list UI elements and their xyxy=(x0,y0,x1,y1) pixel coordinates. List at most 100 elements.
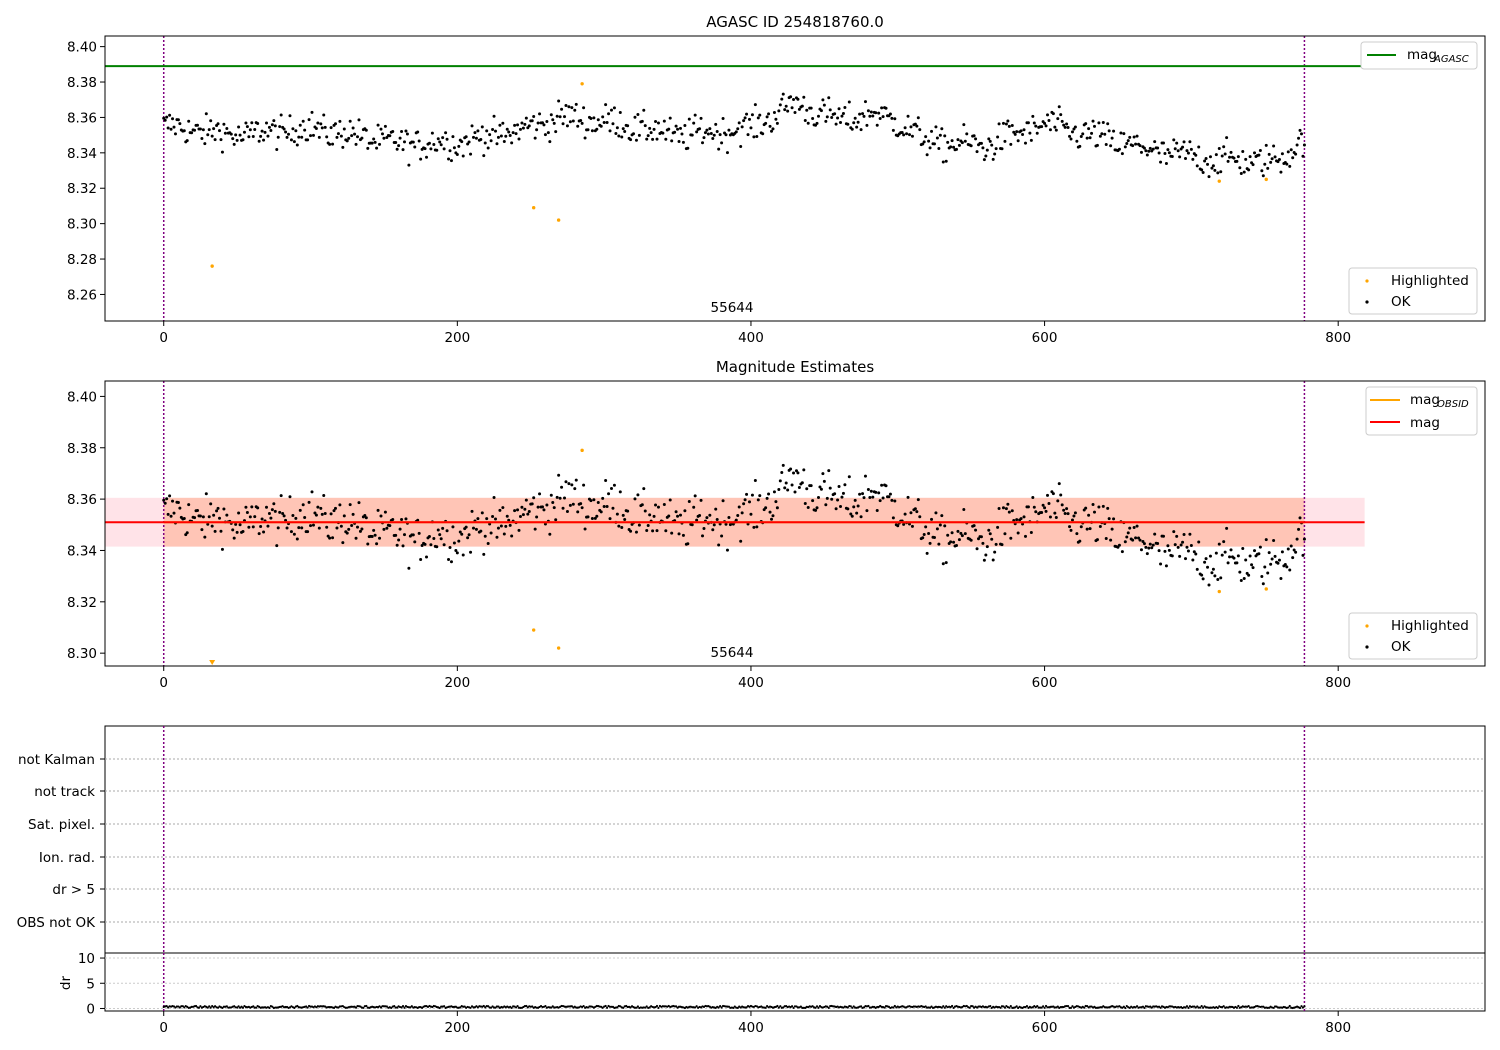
ok-point xyxy=(407,163,411,167)
dr-point xyxy=(604,1004,607,1008)
ok-point xyxy=(473,131,477,135)
ok-point xyxy=(1242,170,1246,174)
panel1-title: AGASC ID 254818760.0 xyxy=(706,13,884,31)
ok-point xyxy=(984,553,988,557)
ok-point xyxy=(564,480,568,484)
dr-point xyxy=(635,1006,638,1009)
ok-point xyxy=(656,505,660,509)
ok-point xyxy=(734,130,738,134)
highlighted-point xyxy=(1217,179,1221,183)
dr-point xyxy=(815,1005,819,1008)
ok-point xyxy=(1054,128,1058,132)
ok-point xyxy=(235,138,239,142)
dr-point xyxy=(1069,1006,1073,1009)
ok-point xyxy=(1289,148,1293,152)
ok-point xyxy=(496,526,500,530)
ok-point xyxy=(195,508,199,512)
ok-point xyxy=(783,486,787,490)
dr-point xyxy=(484,1006,487,1009)
ok-point xyxy=(436,528,440,532)
ok-point xyxy=(875,508,879,512)
dr-point xyxy=(401,1005,405,1008)
flag-label: OBS not OK xyxy=(17,915,97,931)
ok-point xyxy=(206,133,210,137)
ok-point xyxy=(880,106,884,110)
ok-point xyxy=(1054,515,1058,519)
ok-point xyxy=(548,140,552,144)
ok-point xyxy=(1062,123,1066,127)
ok-point xyxy=(1063,125,1067,129)
dr-point xyxy=(1122,1005,1125,1008)
dr-point xyxy=(490,1006,493,1009)
ok-point xyxy=(1182,533,1186,537)
ok-point xyxy=(225,513,229,517)
ok-point xyxy=(360,527,364,531)
ok-point xyxy=(678,513,682,517)
ok-point xyxy=(212,127,216,131)
ok-point xyxy=(1157,549,1161,553)
ok-point xyxy=(1157,151,1161,155)
ok-point xyxy=(1176,149,1180,153)
ok-point xyxy=(615,126,619,130)
panel2-legend-points: Highlighted OK xyxy=(1348,612,1478,660)
ok-point xyxy=(1104,143,1108,147)
ok-point xyxy=(714,507,718,511)
ok-point xyxy=(176,118,180,122)
ok-point xyxy=(1286,150,1290,154)
ok-point xyxy=(536,121,540,125)
ok-point xyxy=(1001,506,1005,510)
ok-point xyxy=(687,500,691,504)
ok-point xyxy=(858,492,862,496)
ok-point xyxy=(336,132,340,136)
ok-point xyxy=(1119,131,1123,135)
ok-point xyxy=(1072,127,1076,131)
ok-point xyxy=(1286,547,1290,551)
dr-point xyxy=(1124,1006,1127,1010)
ok-point xyxy=(173,132,177,136)
ok-point xyxy=(1065,507,1069,511)
ok-point xyxy=(455,152,459,156)
ok-point xyxy=(767,492,771,496)
dr-point xyxy=(1185,1005,1189,1008)
ok-point xyxy=(646,523,650,527)
ok-point xyxy=(969,144,973,148)
ok-point xyxy=(398,527,402,531)
ok-point xyxy=(523,122,527,126)
dr-point xyxy=(732,1006,735,1009)
ok-point xyxy=(1057,482,1061,486)
ok-point xyxy=(750,113,754,117)
ok-point xyxy=(411,533,415,537)
ok-point xyxy=(300,526,304,530)
dr-point xyxy=(1025,1004,1029,1008)
highlighted-point xyxy=(531,628,536,632)
ok-point xyxy=(1276,160,1280,164)
ok-point xyxy=(1163,151,1167,155)
panel2-frame xyxy=(104,380,1486,667)
ok-point xyxy=(582,483,586,487)
ok-point xyxy=(301,503,305,507)
ok-point xyxy=(941,562,945,566)
ok-point xyxy=(1241,547,1245,551)
ok-point xyxy=(1302,537,1306,541)
ok-point xyxy=(165,115,169,119)
ok-point xyxy=(1138,144,1142,148)
ok-point xyxy=(789,95,793,99)
ok-point xyxy=(655,137,659,141)
ok-point xyxy=(981,541,985,545)
ok-point xyxy=(1026,121,1030,125)
ok-point xyxy=(300,135,304,139)
ok-point xyxy=(595,514,599,518)
ok-point xyxy=(278,510,282,514)
ok-point xyxy=(178,506,182,510)
ok-point xyxy=(1235,159,1239,163)
ok-point xyxy=(956,529,960,533)
ok-point xyxy=(568,120,572,124)
ok-point xyxy=(549,113,553,117)
ok-point xyxy=(975,547,979,551)
ok-point xyxy=(1214,153,1218,157)
legend-ok: OK xyxy=(1391,294,1412,310)
ok-point xyxy=(397,144,401,148)
ok-point xyxy=(954,147,958,151)
dr-point xyxy=(1216,1006,1219,1009)
x-tick-label: 600 xyxy=(1032,675,1058,691)
